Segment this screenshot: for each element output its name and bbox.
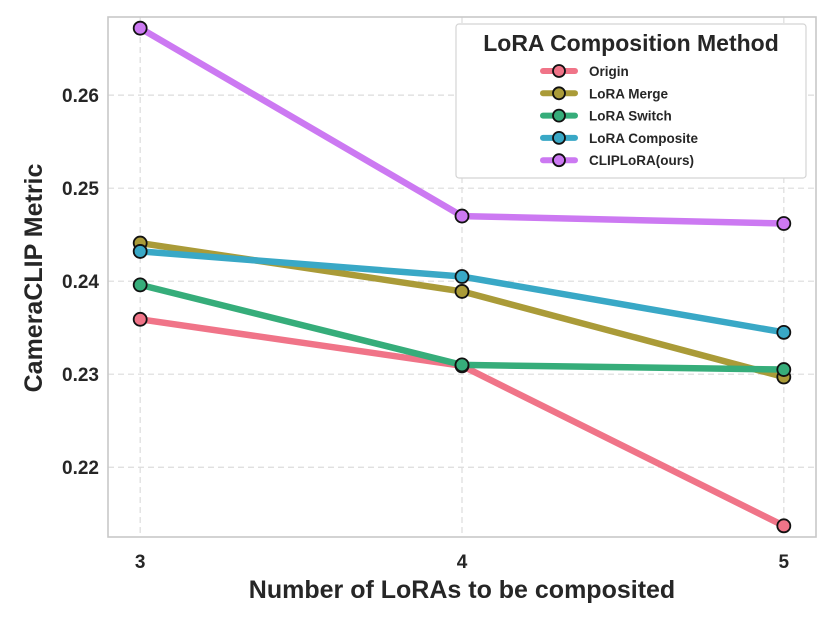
series-point: [454, 357, 470, 373]
series-point: [776, 216, 792, 231]
x-tick-label: 3: [135, 552, 146, 573]
y-tick-label: 0.22: [62, 458, 99, 479]
plot-frame: [107, 16, 817, 538]
legend-swatch-marker: [552, 64, 566, 78]
legend-label: CLIPLoRA(ours): [589, 153, 694, 168]
legend-swatch-marker: [552, 86, 566, 101]
legend-swatch-marker: [552, 153, 566, 168]
series-point: [132, 311, 148, 327]
legend-title: LoRA Composition Method: [483, 30, 779, 56]
x-axis-ticks: 3 4 5: [135, 552, 790, 573]
y-tick-label: 0.24: [62, 272, 99, 293]
legend-label: LoRA Composite: [589, 131, 698, 146]
y-tick-label: 0.23: [62, 365, 99, 386]
legend-swatch-marker: [552, 130, 566, 145]
legend: LoRA Composition Method Origin LoRA Merge…: [455, 23, 807, 179]
y-tick-label: 0.25: [62, 179, 99, 200]
x-tick-label: 5: [779, 552, 790, 573]
y-axis-ticks: 0.22 0.23 0.24 0.25 0.26: [62, 86, 99, 479]
series-points: [132, 20, 792, 534]
legend-label: LoRA Switch: [589, 109, 672, 124]
series-point: [132, 244, 148, 259]
series-point: [454, 208, 470, 224]
series-point: [132, 277, 148, 293]
series-point: [454, 284, 470, 299]
legend-swatch-marker: [552, 108, 566, 123]
series-point: [776, 518, 792, 534]
legend-label: Origin: [589, 64, 629, 79]
series-point: [776, 324, 792, 340]
series-point: [132, 20, 148, 36]
x-axis-title: Number of LoRAs to be composited: [249, 576, 675, 604]
y-axis-title: CameraCLIP Metric: [20, 164, 48, 393]
legend-items: Origin LoRA Merge LoRA Switch LoRA Composit…: [540, 64, 698, 168]
series-point: [776, 362, 792, 377]
x-tick-label: 4: [457, 552, 468, 573]
legend-label: LoRA Merge: [589, 86, 668, 101]
y-tick-label: 0.26: [62, 86, 99, 107]
series-point: [454, 269, 470, 284]
